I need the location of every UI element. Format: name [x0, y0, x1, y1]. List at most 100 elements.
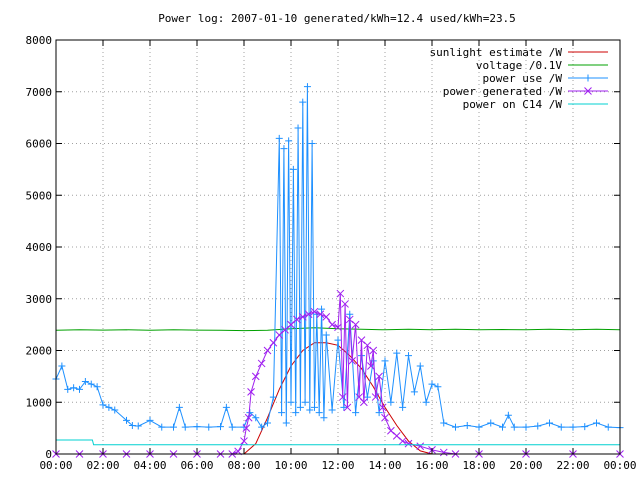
data-point [346, 310, 354, 318]
data-point [320, 414, 328, 422]
y-tick-label: 4000 [26, 241, 53, 254]
data-point [322, 313, 331, 321]
x-tick-label: 00:00 [603, 459, 636, 472]
data-point [440, 419, 448, 427]
y-tick-label: 3000 [26, 293, 53, 306]
data-point [311, 403, 318, 411]
series-layer [52, 83, 624, 458]
data-point [348, 356, 356, 365]
y-tick-label: 5000 [26, 189, 53, 202]
data-point [296, 403, 304, 411]
x-tick-label: 16:00 [415, 459, 448, 472]
data-point [336, 289, 345, 298]
data-point [416, 362, 424, 370]
data-point [381, 357, 389, 365]
data-point [341, 300, 349, 308]
data-point [340, 403, 348, 411]
data-point [398, 437, 407, 445]
data-point [316, 310, 325, 319]
data-point [240, 437, 248, 445]
y-tick-label: 6000 [26, 138, 53, 151]
x-tick-label: 02:00 [86, 459, 119, 472]
data-point [269, 338, 278, 347]
data-point [310, 307, 319, 316]
x-tick-label: 22:00 [556, 459, 589, 472]
data-point [315, 409, 323, 417]
data-point [252, 414, 260, 422]
data-point [301, 398, 309, 406]
data-point [289, 165, 297, 173]
legend-label: voltage /0.1V [476, 59, 562, 72]
data-point [452, 423, 459, 431]
data-point [439, 448, 448, 457]
data-point [499, 423, 506, 431]
data-point [58, 362, 66, 370]
data-point [308, 140, 316, 147]
y-tick-label: 1000 [26, 396, 53, 409]
data-point [416, 442, 425, 451]
y-axis: 0 1000 2000 3000 4000 5000 6000 7000 8000 [26, 34, 620, 461]
data-point [269, 393, 277, 401]
series-power-generated-w [52, 289, 624, 458]
data-point [381, 413, 389, 422]
data-point [278, 409, 286, 417]
data-point [318, 305, 326, 313]
data-point [193, 423, 201, 431]
data-point [81, 378, 89, 386]
data-point [546, 419, 553, 427]
data-point [228, 423, 236, 431]
x-tick-label: 12:00 [321, 459, 354, 472]
legend-marker [584, 74, 592, 82]
x-tick-label: 20:00 [509, 459, 542, 472]
data-point [581, 423, 589, 431]
series-line [56, 293, 620, 455]
data-point [280, 145, 288, 153]
data-point [322, 331, 330, 339]
data-point [292, 409, 300, 417]
x-tick-label: 06:00 [180, 459, 213, 472]
data-point [294, 124, 302, 132]
y-tick-label: 7000 [26, 86, 53, 99]
series-line [56, 439, 620, 446]
data-point [222, 403, 230, 411]
data-point [359, 398, 368, 407]
data-point [99, 401, 107, 409]
data-point [111, 406, 119, 414]
data-point [170, 423, 177, 431]
data-point [306, 406, 314, 414]
data-point [604, 423, 612, 431]
data-point [367, 362, 375, 370]
data-point [593, 419, 600, 427]
data-point [134, 422, 142, 430]
data-point [158, 423, 166, 431]
data-point [105, 403, 113, 411]
data-point [93, 383, 101, 391]
data-point [428, 380, 436, 388]
data-point [285, 137, 293, 145]
data-point [343, 403, 352, 412]
series-power-on-c14-w [56, 439, 620, 446]
data-point [510, 423, 518, 431]
x-tick-label: 08:00 [227, 459, 260, 472]
series-power-use-w [52, 83, 624, 432]
data-point [247, 388, 255, 396]
data-point [146, 416, 154, 424]
legend-label: sunlight estimate /W [430, 46, 563, 59]
data-point [287, 398, 295, 406]
x-tick-label: 04:00 [133, 459, 166, 472]
data-point [404, 439, 413, 448]
data-point [304, 310, 313, 319]
x-tick-label: 18:00 [462, 459, 495, 472]
data-point [217, 423, 224, 431]
data-point [351, 320, 360, 329]
data-point [298, 313, 307, 321]
data-point [393, 349, 401, 357]
data-point [123, 416, 130, 424]
data-point [410, 388, 418, 396]
data-point [264, 419, 271, 427]
data-point [328, 320, 336, 329]
data-point [334, 323, 342, 332]
series-line [56, 342, 620, 455]
data-point [181, 423, 189, 431]
series-line [55, 327, 621, 332]
